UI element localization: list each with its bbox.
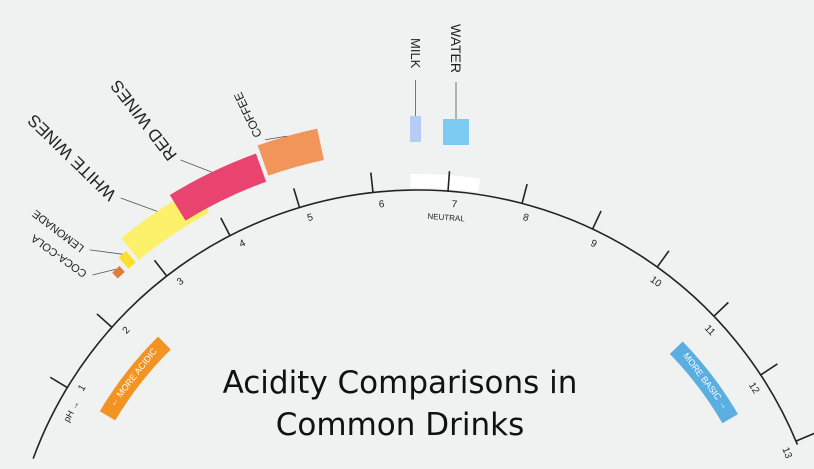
ph-tick-label: 1 — [76, 383, 89, 394]
water-label: WATER — [448, 24, 464, 73]
drink-label: WHITE WINES — [24, 110, 120, 204]
drink-band-red-wines — [169, 153, 267, 221]
more-acidic-label: ← MORE ACIDIC — [107, 346, 159, 408]
drink-band-lemonade — [118, 250, 136, 269]
title-line-1: Acidity Comparisons in — [222, 365, 578, 401]
ph-tick — [96, 313, 113, 328]
ph-tick — [795, 432, 814, 442]
ph-axis-label: pH → — [62, 399, 82, 424]
ph-tick — [591, 210, 602, 230]
more-acidic-badge — [99, 336, 171, 421]
more-basic-label: MORE BASIC → — [681, 351, 730, 411]
drink-band-coffee — [257, 128, 324, 176]
ph-tick-label: 9 — [589, 238, 599, 251]
ph-tick — [220, 217, 231, 237]
water-marker — [443, 119, 469, 145]
milk-marker — [410, 116, 421, 142]
ph-tick — [292, 188, 301, 208]
ph-tick — [447, 171, 451, 192]
ph-tick — [370, 172, 374, 193]
ph-tick — [153, 259, 168, 277]
leader-line — [89, 249, 123, 255]
neutral-band — [410, 174, 481, 193]
leader-line — [92, 268, 116, 276]
ph-tick — [49, 376, 68, 389]
title-line-2: Common Drinks — [275, 407, 525, 443]
ph-tick-label: 11 — [702, 323, 717, 338]
drink-band-coca-cola — [112, 265, 125, 279]
ph-tick-label: 12 — [746, 381, 761, 397]
ph-tick-label: 5 — [306, 212, 315, 224]
ph-tick-label: 10 — [648, 274, 664, 290]
ph-tick-label: 2 — [121, 325, 133, 337]
ph-tick-label: 4 — [238, 238, 248, 251]
leader-line — [120, 197, 158, 212]
ph-tick-label: 6 — [378, 199, 385, 211]
ph-tick-label: 7 — [451, 199, 458, 211]
leader-line — [265, 135, 288, 141]
milk-label: MILK — [408, 38, 423, 69]
ph-tick — [760, 363, 778, 376]
title: Acidity Comparisons in Common Drinks — [190, 362, 610, 446]
ph-tick — [713, 301, 729, 317]
ph-tick-label: 13 — [779, 446, 794, 461]
more-basic-badge — [669, 341, 738, 424]
ph-tick-label: 8 — [522, 212, 531, 224]
ph-tick — [656, 250, 670, 268]
drink-label: COFFEE — [231, 90, 265, 140]
ph-tick — [521, 183, 528, 204]
drink-label: RED WINES — [107, 76, 181, 164]
leader-line — [180, 159, 212, 173]
ph-scale-arc — [32, 189, 799, 459]
ph-tick-label: 3 — [175, 276, 186, 288]
neutral-label: NEUTRAL — [427, 212, 465, 224]
